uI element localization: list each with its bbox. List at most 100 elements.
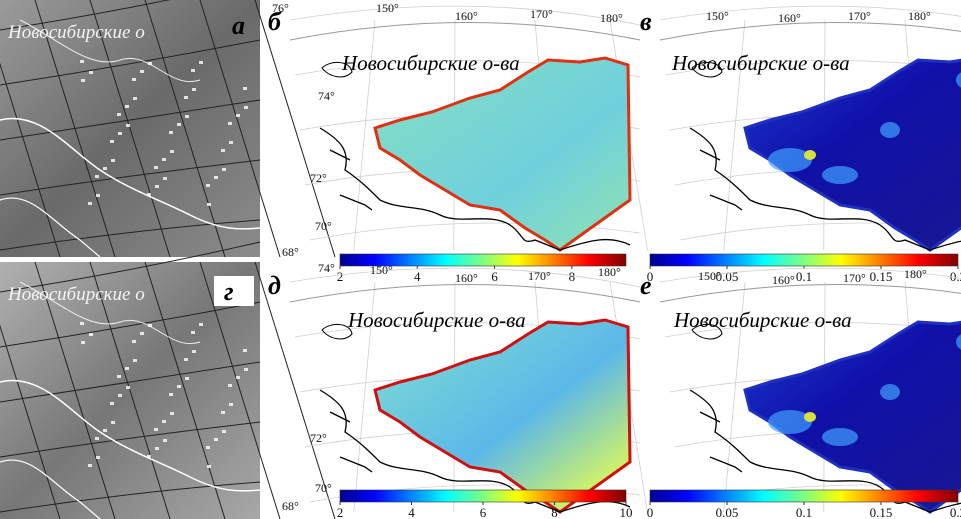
colorbar	[650, 490, 958, 502]
cloud	[132, 78, 136, 81]
cloud	[229, 141, 233, 144]
cloud	[88, 202, 92, 205]
lat-label: 68°	[282, 499, 299, 513]
panel-letter: е	[640, 271, 652, 300]
cloud	[88, 464, 92, 467]
colorbar-tick-label: 0.2	[950, 505, 961, 519]
cloud	[95, 437, 99, 440]
lat-label: 76°	[272, 1, 289, 15]
satellite-label: Новосибирские о	[7, 22, 145, 43]
field-patch	[768, 410, 812, 434]
cloud	[177, 385, 181, 388]
cloud	[170, 150, 174, 153]
frame	[290, 285, 640, 303]
cloud	[184, 358, 188, 361]
frame	[660, 285, 961, 303]
colorbar-tick-label: 0.1	[796, 505, 812, 519]
lon-label: 160°	[455, 271, 478, 285]
cloud	[118, 132, 122, 135]
cloud	[80, 322, 84, 325]
cloud	[214, 438, 218, 441]
lat-label: 74°	[318, 89, 335, 103]
cloud	[228, 384, 232, 387]
colorbar-tick-label: 6	[480, 505, 487, 519]
field-patch	[880, 384, 900, 400]
cloud	[214, 176, 218, 179]
cloud	[236, 114, 240, 117]
cloud	[147, 193, 151, 196]
colorbar-tick-label: 0.15	[870, 269, 893, 284]
cloud	[148, 324, 152, 327]
colorbar-tick-label: 8	[569, 269, 576, 284]
cloud	[117, 375, 121, 378]
panel-letter: а	[232, 11, 245, 40]
cloud	[191, 69, 195, 72]
cloud	[221, 149, 225, 152]
cloud	[126, 124, 130, 127]
satellite-panel: Новосибирские о	[0, 242, 335, 519]
cloud	[95, 175, 99, 178]
cloud	[199, 323, 203, 326]
region-label: Новосибирские о-ва	[347, 308, 526, 332]
lon-label: 180°	[904, 267, 927, 281]
colorbar-tick-label: 0	[647, 505, 654, 519]
cloud	[244, 368, 248, 371]
figure: Новосибирские оНовосибирские оагбНовосиб…	[0, 0, 961, 519]
map-panel	[290, 6, 648, 250]
satellite-panel: Новосибирские о	[0, 0, 335, 257]
cloud	[81, 341, 85, 344]
lon-label: 150°	[376, 1, 399, 15]
cloud	[140, 332, 144, 335]
cloud	[192, 88, 196, 91]
colorbar-tick-label: 2	[337, 505, 344, 519]
lon-label: 150°	[370, 263, 393, 277]
cloud	[96, 194, 100, 197]
cloud	[125, 367, 129, 370]
cloud	[125, 105, 129, 108]
cloud	[162, 158, 166, 161]
cloud	[207, 203, 211, 206]
cloud	[169, 393, 173, 396]
lat-label: 70°	[315, 219, 332, 233]
lat-label: 72°	[310, 171, 327, 185]
lon-label: 170°	[843, 271, 866, 285]
cloud	[184, 96, 188, 99]
cloud	[206, 184, 210, 187]
cloud	[140, 70, 144, 73]
cloud	[185, 377, 189, 380]
letter-box	[214, 276, 254, 306]
lon-label: 160°	[772, 273, 795, 287]
cloud	[191, 331, 195, 334]
cloud	[96, 456, 100, 459]
cloud	[89, 71, 93, 74]
cloud	[177, 123, 181, 126]
lat-label: 72°	[310, 431, 327, 445]
panel-letter: д	[268, 271, 281, 300]
cloud	[162, 420, 166, 423]
colorbar	[340, 490, 626, 502]
cloud	[222, 168, 226, 171]
cloud	[222, 430, 226, 433]
cloud	[80, 60, 84, 63]
lon-label: 160°	[778, 11, 801, 25]
map-panel	[660, 6, 961, 250]
cloud	[170, 412, 174, 415]
cloud	[244, 106, 248, 109]
cloud	[148, 62, 152, 65]
panel-letter: г	[224, 277, 234, 306]
lon-label: 180°	[598, 265, 621, 279]
field-patch	[804, 150, 816, 160]
field-patch	[804, 412, 816, 422]
lon-label: 170°	[848, 9, 871, 23]
colorbar-tick-label: 4	[408, 505, 415, 519]
colorbar-tick-label: 10	[620, 505, 633, 519]
frame	[290, 23, 640, 41]
cloud	[110, 140, 114, 143]
cloud	[110, 402, 114, 405]
field-patch	[822, 428, 858, 446]
field-patch	[768, 148, 812, 172]
colorbar-tick-label: 8	[551, 505, 558, 519]
map-panel	[660, 268, 961, 512]
cloud	[169, 131, 173, 134]
cloud	[228, 122, 232, 125]
